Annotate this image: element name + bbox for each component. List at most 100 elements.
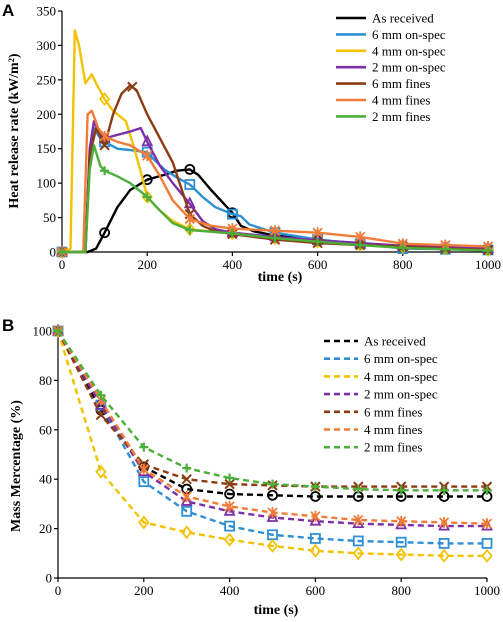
panel-a-point-4-mm-fines <box>184 213 195 225</box>
panel-b-point-2-mm-fines <box>225 473 235 483</box>
panel-b-line-6-mm-on-spec <box>56 330 487 545</box>
panel-b-series <box>52 323 493 563</box>
panel-b-y-tick-label: 100 <box>33 324 53 339</box>
panel-b-line-4-mm-on-spec <box>56 330 487 557</box>
panel-b-y-tick-label: 0 <box>46 571 53 586</box>
panel-b-point-2-mm-on-spec <box>180 493 193 506</box>
panel-b-point-6-mm-on-spec <box>395 536 407 548</box>
panel-b-point-4-mm-fines <box>224 500 235 512</box>
panel-a-y-tick-label: 200 <box>37 107 57 122</box>
panel-b-point-4-mm-fines <box>310 510 321 522</box>
panel-a-legend-item-2-mm-on-spec: 2 mm on-spec <box>336 60 446 75</box>
panel-b-point-6-mm-fines <box>181 473 192 485</box>
panel-b-point-2-mm-fines <box>268 479 277 489</box>
panel-a-point-as-received <box>184 163 196 175</box>
panel-a-point-4-mm-on-spec <box>98 92 111 107</box>
panel-b-point-6-mm-fines <box>95 409 107 421</box>
panel-b-point-4-mm-on-spec <box>481 548 493 563</box>
panel-a-point-4-mm-fines <box>355 231 366 243</box>
panel-b-y-tick-label: 80 <box>39 373 52 388</box>
panel-a-chart: A Heat release rate (kW/m²) time (s) 0 50… <box>2 1 501 285</box>
panel-b-chart: B Mass Mercentage (%) time (s) 0 20 40 60 80… <box>2 316 500 618</box>
panel-a-point-2-mm-fines <box>100 166 110 176</box>
panel-a-y-tick-label: 150 <box>37 141 57 156</box>
panel-b-series-2-mm-fines <box>53 326 492 495</box>
panel-a-point-4-mm-fines <box>99 130 110 142</box>
panel-a-legend-item-6-mm-on-spec: 6 mm on-spec <box>336 27 446 42</box>
panel-b-legend-label: 2 mm on-spec <box>364 387 438 402</box>
panel-a-point-4-mm-fines <box>142 150 153 162</box>
panel-a-point-2-mm-fines <box>142 192 152 202</box>
panel-b-point-4-mm-fines <box>396 515 407 527</box>
panel-b-point-4-mm-on-spec <box>352 546 364 561</box>
panel-a-point-as-received <box>99 227 110 239</box>
panel-a-legend-item-2-mm-fines: 2 mm fines <box>336 109 431 124</box>
panel-b-legend-label: 4 mm on-spec <box>364 369 438 384</box>
panel-a-point-2-mm-fines <box>355 240 365 250</box>
panel-a-point-2-mm-fines <box>483 246 493 256</box>
panel-a-legend-label: 2 mm on-spec <box>372 60 446 75</box>
panel-a-x-tick-label: 1000 <box>475 257 501 272</box>
panel-a-point-2-mm-fines <box>398 243 408 253</box>
panel-b-legend-item-2-mm-fines: 2 mm fines <box>324 440 423 455</box>
panel-a-series <box>56 29 494 259</box>
panel-a-legend-item-6-mm-fines: 6 mm fines <box>336 76 431 91</box>
panel-b-point-6-mm-on-spec <box>138 476 150 488</box>
panel-b-point-4-mm-fines <box>353 514 364 526</box>
panel-a-point-2-mm-fines <box>57 247 67 257</box>
panel-a-point-2-mm-fines <box>270 233 280 243</box>
panel-b-point-4-mm-on-spec <box>438 548 450 563</box>
panel-b-legend-label: 4 mm fines <box>364 422 423 437</box>
panel-b-point-2-mm-fines <box>439 485 449 495</box>
panel-a-point-2-mm-fines <box>440 244 450 254</box>
panel-b-point-4-mm-on-spec <box>95 464 107 479</box>
panel-b-point-2-mm-fines <box>482 485 492 495</box>
panel-b-x-tick-label: 200 <box>134 583 154 598</box>
panel-a-point-2-mm-fines <box>313 237 323 247</box>
panel-b-legend-item-4-mm-on-spec: 4 mm on-spec <box>324 369 438 384</box>
panel-b-ylabel: Mass Mercentage (%) <box>9 400 24 532</box>
panel-b-point-2-mm-on-spec <box>309 513 322 526</box>
panel-a-line-4-mm-fines <box>62 109 489 254</box>
panel-a-point-2-mm-fines <box>227 228 237 238</box>
panel-b-y-tick-label: 60 <box>39 422 52 437</box>
panel-b-point-6-mm-on-spec <box>438 538 450 549</box>
panel-b-point-2-mm-fines <box>139 442 149 452</box>
panel-b-point-4-mm-fines <box>438 516 450 528</box>
panel-a-ylabel: Heat release rate (kW/m²) <box>7 53 22 208</box>
panel-b-x-tick-label: 400 <box>220 583 240 598</box>
panel-b-point-2-mm-fines <box>396 485 406 495</box>
panel-a-legend-item-4-mm-on-spec: 4 mm on-spec <box>336 43 446 58</box>
panel-b-legend-item-as-received: As received <box>324 334 426 349</box>
panel-a-legend-label: 4 mm on-spec <box>372 43 446 58</box>
panel-b-point-6-mm-on-spec <box>352 535 364 547</box>
panel-a-point-4-mm-on-spec <box>184 222 196 237</box>
panel-b-point-2-mm-on-spec <box>266 509 279 522</box>
panel-b-point-2-mm-fines <box>310 482 320 492</box>
panel-b-point-6-mm-fines <box>224 478 235 490</box>
panel-b-legend-label: As received <box>364 334 426 349</box>
panel-b-x-tick-label: 600 <box>306 583 326 598</box>
panel-b-point-6-mm-on-spec <box>224 520 236 532</box>
panel-b-line-as-received <box>56 330 487 498</box>
panel-b-label: B <box>2 316 14 335</box>
panel-a-legend-label: 4 mm fines <box>372 93 431 108</box>
panel-a-x-tick-label: 200 <box>137 257 157 272</box>
panel-b-point-as-received <box>224 488 236 500</box>
panel-b-point-2-mm-fines <box>182 463 192 473</box>
panel-b-point-as-received <box>309 491 321 502</box>
panel-b-point-4-mm-on-spec <box>309 543 322 558</box>
panel-a-y-tick-label: 350 <box>37 4 57 19</box>
panel-b-y-tick-label: 40 <box>39 472 52 487</box>
panel-a-legend-item-4-mm-fines: 4 mm fines <box>336 93 431 108</box>
panel-a-point-2-mm-fines <box>185 225 195 235</box>
panel-a-x-tick-label: 400 <box>223 257 243 272</box>
panel-b-point-2-mm-fines <box>96 390 106 400</box>
panel-a-y-tick-label: 0 <box>50 245 57 260</box>
panel-b-point-4-mm-on-spec <box>138 515 150 530</box>
panel-a-series-2-mm-fines <box>57 144 493 257</box>
panel-a-point-2-mm-on-spec <box>141 134 154 147</box>
panel-a-xlabel: time (s) <box>258 270 303 285</box>
